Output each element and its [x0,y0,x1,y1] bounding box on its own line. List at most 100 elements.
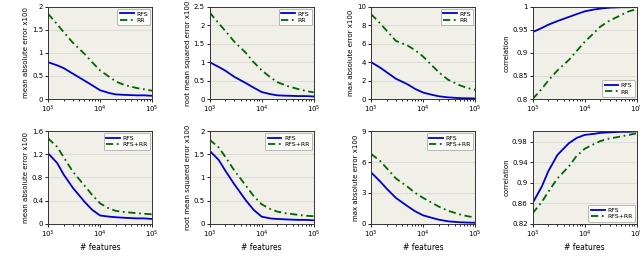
RFS [529,31,536,34]
RFS+RR [250,194,257,198]
RFS [88,208,96,211]
RFS [419,214,427,217]
RR [96,69,104,72]
RR [554,69,561,72]
RFS [392,196,400,199]
RR [404,44,412,47]
Line: RFS+RR: RFS+RR [532,133,637,213]
Line: RFS+RR: RFS+RR [209,140,314,216]
RFS+RR [215,146,223,149]
RR [106,75,113,79]
Line: RFS: RFS [209,62,314,96]
RR [565,58,573,62]
RR [121,83,129,87]
RR [148,89,156,92]
RFS+RR [267,208,275,211]
RFS+RR [463,215,471,218]
RFS [605,6,613,9]
RFS [633,5,640,8]
RR [444,78,452,81]
RFS [565,141,573,145]
RFS [267,217,275,220]
RR [215,22,223,25]
RR [472,88,479,91]
RFS [625,130,632,133]
RFS [302,218,310,221]
RFS [590,132,598,136]
RFS+RR [121,210,129,214]
RFS+RR [376,159,384,163]
Line: RFS+RR: RFS+RR [371,154,476,217]
RFS+RR [310,215,317,218]
RFS+RR [590,143,598,146]
RR [463,86,471,90]
Legend: RFS, RR: RFS, RR [440,9,474,25]
RFS+RR [230,169,238,172]
X-axis label: # features: # features [241,243,282,251]
RR [69,41,77,44]
RFS [44,151,52,155]
RFS+RR [44,137,52,140]
RR [230,40,238,43]
RR [88,60,96,64]
RFS [376,180,384,183]
Line: RFS: RFS [532,7,637,32]
RFS+RR [96,202,104,205]
RFS [463,221,471,224]
Legend: RFS, RR: RFS, RR [279,9,312,25]
RFS [215,158,223,162]
RFS [96,89,104,92]
RFS+RR [294,213,302,217]
RFS+RR [283,212,291,215]
RFS [565,15,573,18]
Y-axis label: mean absolute error x100: mean absolute error x100 [23,7,29,98]
RFS [267,93,275,96]
RFS [132,217,140,220]
RFS+RR [617,135,625,138]
RFS [463,97,471,100]
RFS+RR [302,214,310,217]
Line: RFS: RFS [371,62,476,98]
RFS+RR [472,216,479,219]
RR [545,79,552,82]
RFS [554,20,561,23]
Legend: RFS, RR: RFS, RR [602,80,635,97]
RFS [444,220,452,223]
RR [53,23,61,26]
RR [383,29,390,33]
RFS [250,208,257,211]
RR [625,10,632,13]
RFS [554,153,561,157]
RFS [376,66,384,69]
RFS [435,218,443,221]
RR [112,80,120,83]
RFS [633,130,640,133]
Legend: RFS, RFS+RR: RFS, RFS+RR [588,205,635,222]
RFS+RR [112,209,120,212]
RR [267,76,275,79]
RFS [60,173,68,176]
RFS+RR [435,205,443,208]
RFS+RR [106,207,113,210]
RFS [412,210,419,213]
RFS [383,71,390,74]
RR [596,25,604,28]
RFS [581,133,589,137]
Y-axis label: correlation: correlation [503,34,509,72]
RFS+RR [273,210,281,213]
RFS [81,79,88,82]
RR [590,31,598,35]
RFS [596,131,604,134]
RFS [140,94,148,97]
RFS [617,6,625,9]
Legend: RFS, RR: RFS, RR [118,9,150,25]
RFS [230,183,238,186]
RR [81,52,88,56]
RFS [148,217,156,221]
RFS [258,91,266,94]
RR [302,89,310,92]
RFS [148,94,156,98]
RFS [215,65,223,69]
RFS [294,218,302,221]
Line: RFS: RFS [48,62,152,96]
